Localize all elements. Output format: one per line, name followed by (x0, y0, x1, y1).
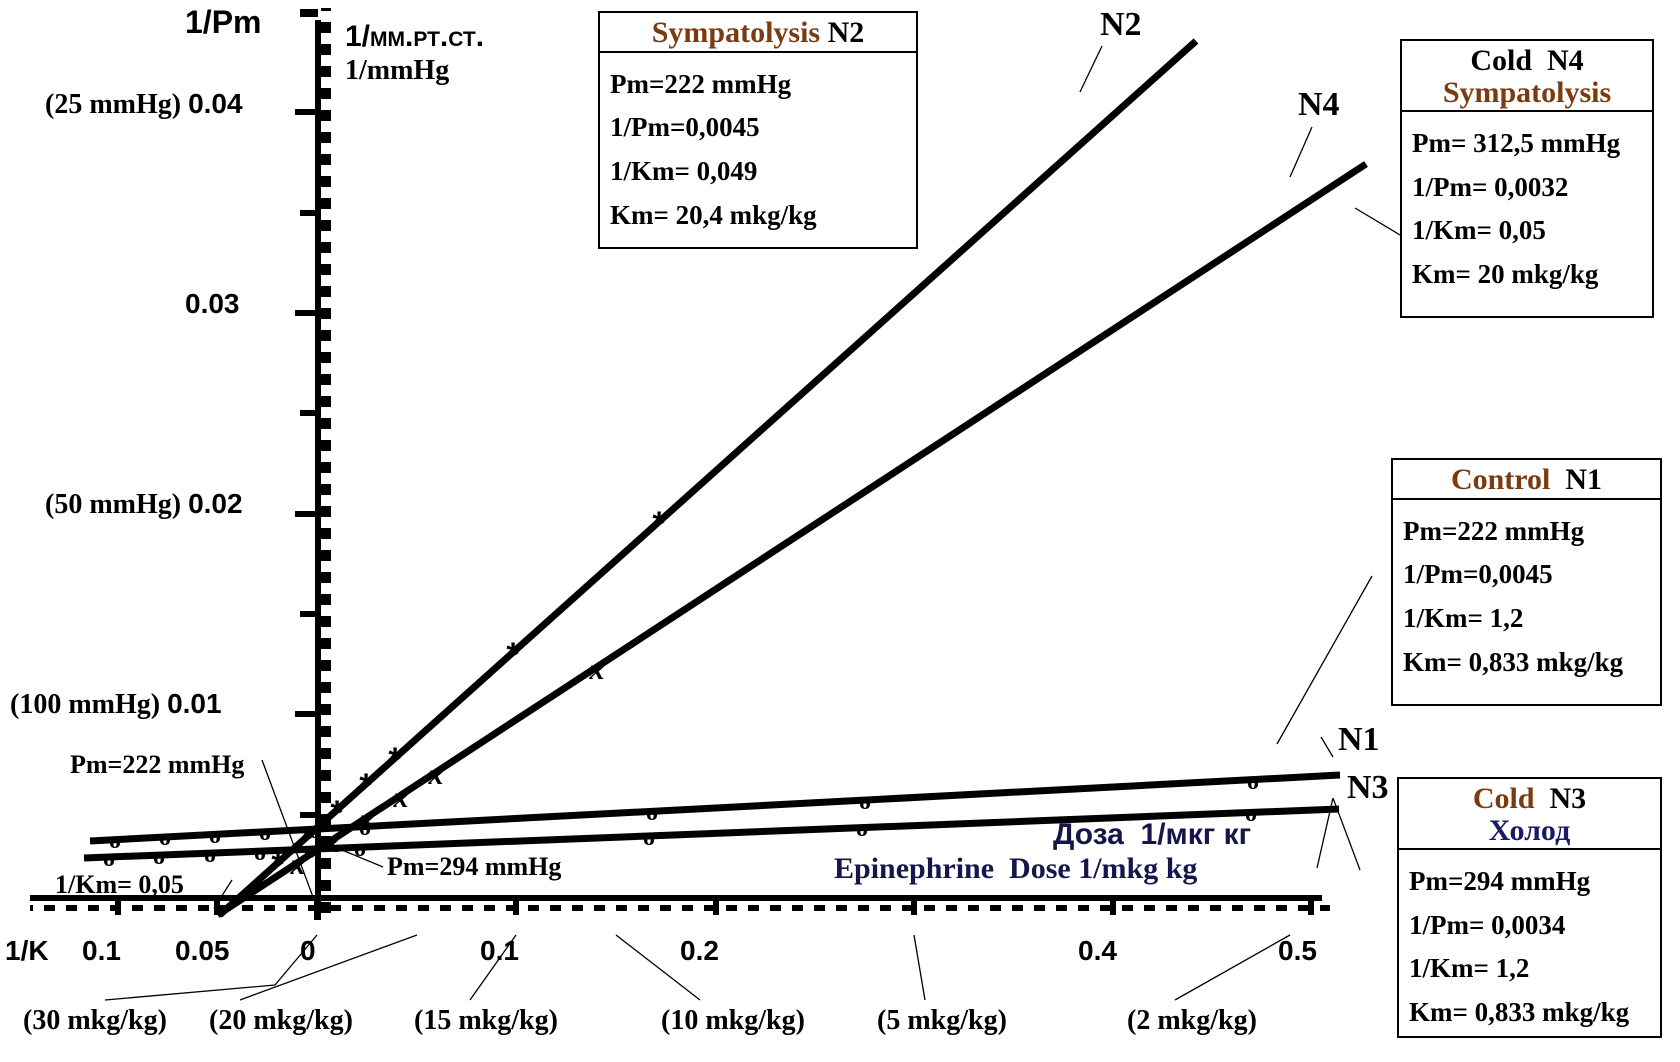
svg-text:N2: N2 (1100, 6, 1142, 43)
svg-text:x: x (324, 826, 340, 859)
svg-text:*: * (388, 741, 402, 779)
svg-text:*: * (506, 636, 520, 674)
svg-text:o: o (254, 840, 266, 866)
svg-text:o: o (859, 789, 871, 815)
svg-text:x: x (428, 758, 444, 791)
svg-text:o: o (304, 838, 316, 864)
svg-text:o: o (1247, 769, 1259, 795)
svg-text:N4: N4 (1298, 86, 1340, 123)
svg-text:o: o (856, 816, 868, 842)
svg-text:x: x (589, 653, 605, 686)
svg-text:o: o (354, 836, 366, 862)
svg-text:N1: N1 (1338, 721, 1380, 758)
svg-text:o: o (153, 844, 165, 870)
svg-text:o: o (103, 846, 115, 872)
svg-text:*: * (652, 505, 666, 543)
svg-text:N3: N3 (1347, 769, 1389, 806)
svg-text:x: x (393, 781, 409, 814)
svg-text:o: o (646, 800, 658, 826)
svg-text:o: o (643, 825, 655, 851)
svg-text:o: o (204, 842, 216, 868)
svg-text:*: * (359, 767, 373, 805)
svg-text:*: * (271, 846, 285, 884)
